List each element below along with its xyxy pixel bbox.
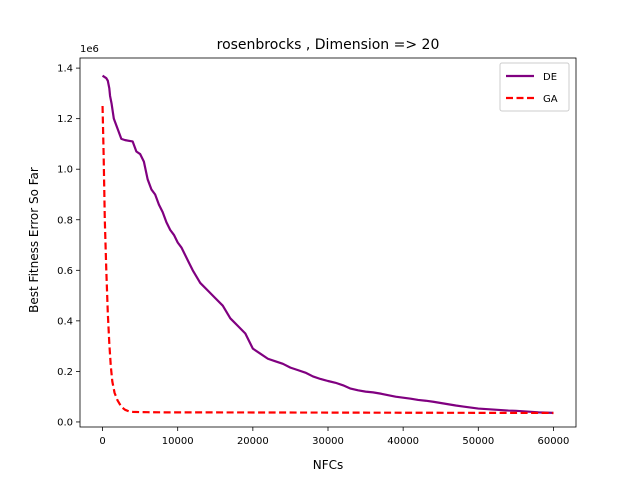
- legend-label-de: DE: [543, 72, 557, 83]
- series-line-de: [101, 74, 554, 414]
- y-axis-ticks: 0.0 0.2 0.4 0.6 0.8 1.0 1.2 1.4: [57, 64, 80, 428]
- x-tick-label: 50000: [462, 436, 494, 447]
- y-tick-label: 0.6: [57, 266, 73, 277]
- y-tick-label: 0.8: [57, 215, 73, 226]
- x-tick-label: 0: [99, 436, 105, 447]
- plot-frame: [79, 57, 577, 428]
- y-tick-label: 0.2: [57, 367, 73, 378]
- x-tick-label: 10000: [162, 436, 194, 447]
- x-axis-title: NFCs: [313, 458, 344, 472]
- y-tick-label: 1.0: [57, 165, 73, 176]
- x-tick-label: 60000: [538, 436, 570, 447]
- legend-box: [499, 62, 570, 112]
- x-tick-label: 30000: [312, 436, 344, 447]
- y-axis-title: Best Fitness Error So Far: [27, 167, 41, 313]
- legend-label-ga: GA: [543, 94, 558, 105]
- x-axis-ticks: 0 10000 20000 30000 40000 50000 60000: [99, 427, 569, 447]
- chart-title: rosenbrocks , Dimension => 20: [217, 37, 440, 53]
- y-tick-label: 1.2: [57, 114, 73, 125]
- legend: DE GA: [499, 62, 570, 112]
- y-tick-label: 0.0: [57, 417, 73, 428]
- y-tick-label: 1.4: [57, 64, 73, 75]
- y-axis-offset-label: 1e6: [80, 44, 99, 55]
- x-tick-label: 40000: [387, 436, 419, 447]
- x-tick-label: 20000: [237, 436, 269, 447]
- y-tick-label: 0.4: [57, 316, 73, 327]
- series-line-ga: [101, 105, 554, 415]
- series-layer: [101, 74, 554, 415]
